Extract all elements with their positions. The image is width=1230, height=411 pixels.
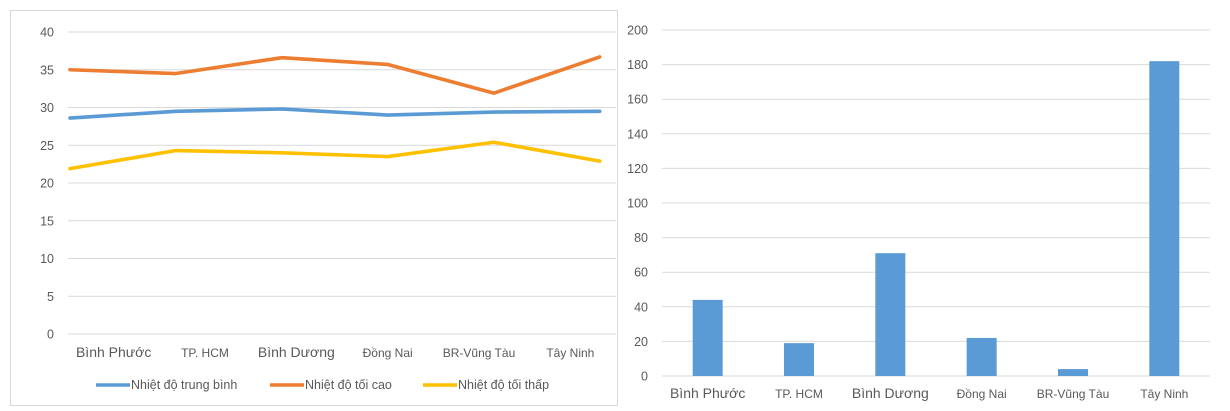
bar bbox=[966, 337, 997, 376]
y-tick-label: 30 bbox=[40, 101, 54, 115]
x-tick-label: Tây Ninh bbox=[546, 346, 594, 360]
x-tick-label: Bình Phước bbox=[670, 385, 745, 401]
bar bbox=[1149, 61, 1180, 376]
y-tick-label: 40 bbox=[40, 26, 54, 40]
y-tick-label: 0 bbox=[47, 328, 54, 342]
x-tick-label: Bình Dương bbox=[852, 385, 929, 401]
y-tick-label: 100 bbox=[627, 197, 648, 211]
bar bbox=[1058, 369, 1088, 376]
series-line bbox=[68, 55, 602, 95]
y-tick-label: 20 bbox=[634, 335, 648, 349]
x-tick-label: BR-Vũng Tàu bbox=[1037, 387, 1110, 401]
bar bbox=[875, 253, 906, 376]
y-tick-label: 40 bbox=[634, 300, 648, 314]
x-tick-label: BR-Vũng Tàu bbox=[443, 346, 516, 360]
x-tick-label: Đồng Nai bbox=[363, 346, 413, 360]
legend-label: Nhiệt độ trung bình bbox=[131, 378, 237, 392]
line-chart-panel: 0 5 10 15 20 25 30 35 40 Bình Phước TP. HCM Bình D… bbox=[10, 10, 618, 406]
y-tick-label: 20 bbox=[40, 177, 54, 191]
y-tick-label: 35 bbox=[40, 63, 54, 77]
bar-chart: 0 20 40 60 80 100 120 140 160 180 200 Bình Phước TP… bbox=[627, 24, 1210, 401]
x-tick-label: TP. HCM bbox=[181, 346, 229, 360]
y-tick-label: 0 bbox=[641, 370, 648, 384]
series-line bbox=[68, 140, 602, 171]
bar bbox=[692, 299, 723, 376]
bar-chart-panel: 0 20 40 60 80 100 120 140 160 180 200 Bình Phước TP… bbox=[622, 10, 1228, 406]
legend-label: Nhiệt độ tối cao bbox=[305, 378, 392, 392]
x-tick-label: Bình Dương bbox=[258, 344, 335, 360]
x-tick-label: Tây Ninh bbox=[1140, 387, 1188, 401]
line-chart: 0 5 10 15 20 25 30 35 40 Bình Phước TP. HCM Bình D… bbox=[40, 26, 616, 392]
legend-label: Nhiệt độ tối thấp bbox=[458, 378, 549, 392]
y-tick-label: 120 bbox=[627, 162, 648, 176]
y-tick-label: 15 bbox=[40, 214, 54, 228]
y-tick-label: 25 bbox=[40, 139, 54, 153]
series-line bbox=[68, 107, 602, 120]
y-tick-label: 60 bbox=[634, 266, 648, 280]
y-tick-label: 180 bbox=[627, 58, 648, 72]
y-tick-label: 140 bbox=[627, 127, 648, 141]
x-tick-label: Bình Phước bbox=[76, 344, 151, 360]
x-tick-label: TP. HCM bbox=[775, 387, 823, 401]
y-tick-label: 160 bbox=[627, 93, 648, 107]
y-tick-label: 200 bbox=[627, 24, 648, 38]
x-tick-label: Đồng Nai bbox=[957, 387, 1007, 401]
bar bbox=[784, 343, 814, 376]
y-tick-label: 80 bbox=[634, 231, 648, 245]
y-tick-label: 5 bbox=[47, 290, 54, 304]
y-tick-label: 10 bbox=[40, 252, 54, 266]
